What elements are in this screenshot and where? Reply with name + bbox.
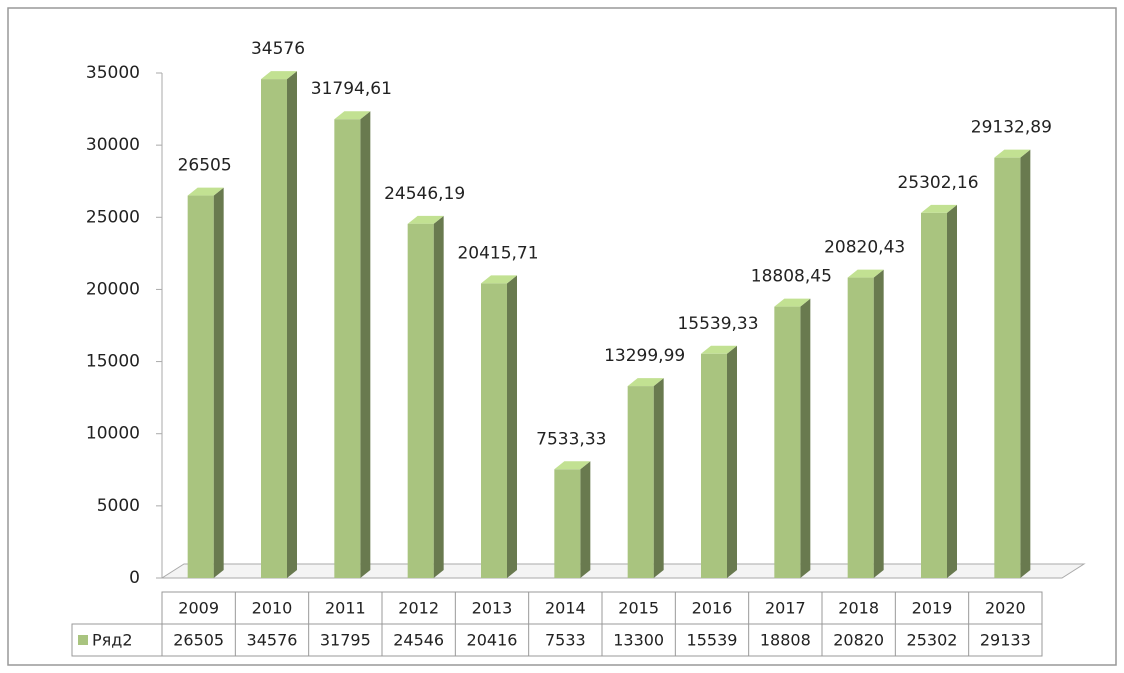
bar-side	[727, 345, 737, 578]
value-label: 15539,33	[677, 314, 758, 334]
bar-front	[481, 283, 507, 578]
table-value: 13300	[613, 631, 664, 650]
value-label: 13299,99	[604, 346, 685, 366]
bar-side	[580, 461, 591, 578]
bar	[627, 378, 664, 578]
bar	[847, 269, 884, 578]
bar-top	[261, 71, 297, 80]
bar-front	[187, 195, 214, 578]
value-label: 31794,61	[311, 79, 392, 99]
table-value: 20416	[467, 631, 518, 650]
bar-top	[847, 269, 884, 278]
bar-front	[334, 119, 361, 578]
bar	[481, 275, 517, 578]
y-tick-label: 25000	[86, 207, 140, 227]
value-label: 20820,43	[824, 238, 905, 258]
table-value: 20820	[833, 631, 884, 650]
bar	[921, 204, 957, 579]
y-tick-label: 20000	[86, 279, 140, 299]
legend-label: Ряд2	[92, 631, 133, 650]
table-value: 18808	[760, 631, 811, 650]
bar-side	[873, 269, 884, 578]
value-label: 34576	[251, 39, 305, 59]
table-value: 24546	[393, 631, 444, 650]
bar-top	[627, 378, 664, 387]
bar-front	[994, 157, 1021, 578]
bar-side	[287, 71, 297, 579]
bar-side	[433, 215, 444, 578]
table-value: 25302	[907, 631, 958, 650]
x-tick-label: 2019	[912, 599, 953, 618]
value-label: 18808,45	[751, 267, 832, 287]
bar	[554, 461, 591, 578]
bar-front	[407, 223, 434, 578]
x-tick-label: 2012	[398, 599, 439, 618]
bar-front	[261, 79, 287, 579]
x-tick-label: 2011	[325, 599, 366, 618]
y-tick-label: 30000	[86, 135, 140, 155]
bar	[187, 187, 224, 578]
bar-top	[407, 215, 444, 224]
bar	[994, 149, 1031, 578]
value-label: 29132,89	[971, 118, 1052, 138]
bar-side	[213, 187, 224, 578]
bar-side	[507, 275, 517, 578]
table-value: 31795	[320, 631, 371, 650]
bar-front	[847, 277, 874, 578]
bar-top	[554, 461, 591, 470]
bar-front	[701, 353, 727, 578]
x-tick-label: 2010	[252, 599, 293, 618]
bar-top	[774, 298, 811, 307]
y-tick-label: 35000	[86, 63, 140, 83]
table-border	[71, 623, 1043, 657]
x-tick-label: 2014	[545, 599, 586, 618]
x-tick-label: 2017	[765, 599, 806, 618]
value-label: 24546,19	[384, 184, 465, 204]
y-tick-label: 0	[129, 568, 140, 588]
bar	[701, 345, 737, 578]
value-label: 7533,33	[536, 429, 606, 449]
bar-front	[921, 212, 947, 579]
value-label: 25302,16	[897, 173, 978, 193]
x-tick-label: 2016	[692, 599, 733, 618]
x-tick-label: 2013	[472, 599, 513, 618]
bar	[334, 111, 371, 578]
bar-top	[481, 275, 517, 284]
x-tick-label: 2020	[985, 599, 1026, 618]
y-tick-label: 10000	[86, 424, 140, 444]
bar-side	[947, 204, 957, 579]
bar-top	[334, 111, 371, 120]
bar-top	[921, 204, 957, 213]
bar-front	[627, 386, 654, 578]
table-value: 7533	[545, 631, 586, 650]
y-tick-label: 5000	[97, 496, 140, 516]
bar-front	[774, 306, 801, 578]
y-tick-label: 15000	[86, 352, 140, 372]
bar	[261, 71, 297, 579]
bar-front	[554, 469, 581, 578]
table-value: 26505	[173, 631, 224, 650]
x-tick-label: 2015	[618, 599, 659, 618]
bar-top	[701, 345, 737, 354]
bar-side	[800, 298, 811, 578]
value-label: 20415,71	[457, 243, 538, 263]
value-label: 26505	[178, 156, 232, 176]
bar-top	[994, 149, 1031, 158]
table-value: 29133	[980, 631, 1031, 650]
bar	[407, 215, 444, 578]
x-tick-label: 2018	[838, 599, 879, 618]
legend-key	[78, 635, 88, 645]
bar-top	[187, 187, 224, 196]
bar-side	[653, 378, 664, 578]
x-tick-label: 2009	[178, 599, 219, 618]
table-value: 34576	[247, 631, 298, 650]
bar	[774, 298, 811, 578]
bar-side	[1020, 149, 1031, 578]
bar-side	[360, 111, 371, 578]
table-value: 15539	[687, 631, 738, 650]
